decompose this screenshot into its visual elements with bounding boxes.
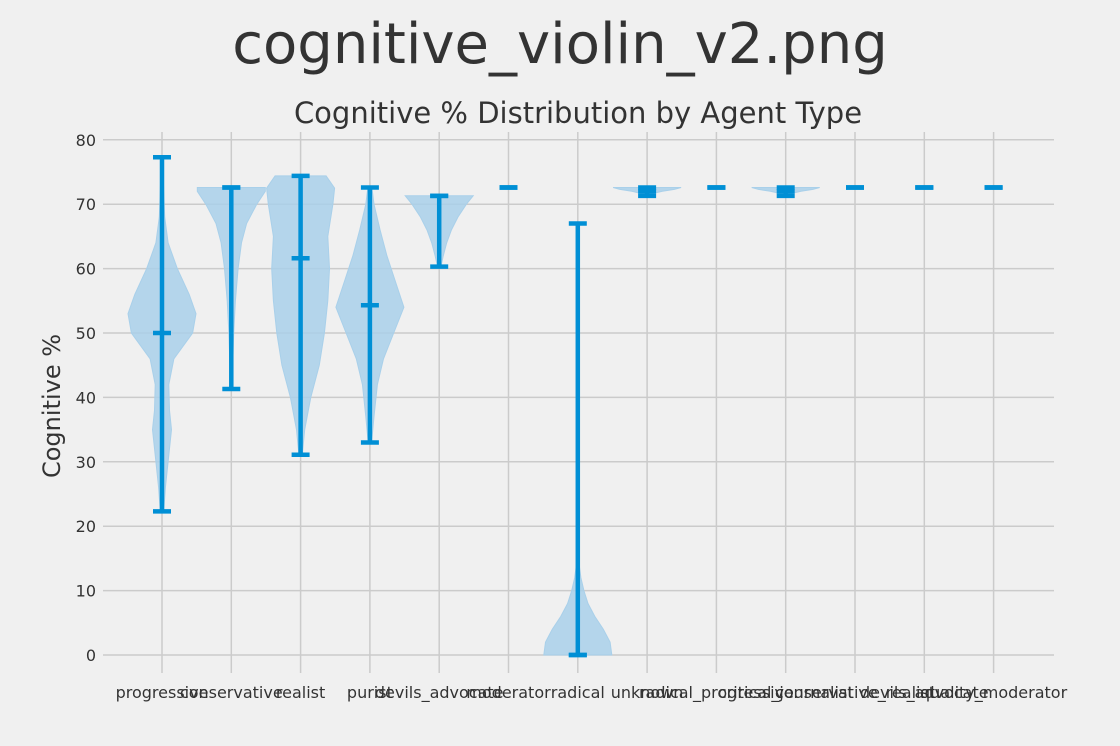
chart-title: Cognitive % Distribution by Agent Type [294, 96, 862, 130]
violin-whiskers [153, 154, 1003, 658]
y-tick-label: 60 [76, 260, 96, 279]
x-tick-label: critical_journalist [718, 683, 854, 703]
y-tick-label: 80 [76, 131, 96, 150]
x-tick-label: radical_progressive [639, 683, 794, 703]
y-tick-label: 20 [76, 517, 96, 536]
y-tick-label: 70 [76, 195, 96, 214]
x-tick-label: quality_moderator [920, 683, 1068, 703]
y-tick-label: 40 [76, 388, 96, 407]
y-tick-label: 10 [76, 582, 96, 601]
y-tick-label: 0 [86, 646, 96, 665]
x-tick-label: realist [276, 683, 325, 702]
figure-title: cognitive_violin_v2.png [232, 12, 888, 77]
x-tick-label: moderator [466, 683, 551, 702]
x-tick-label: conservative [180, 683, 283, 702]
y-tick-label: 30 [76, 453, 96, 472]
y-tick-labels: 0 10 20 30 40 50 60 70 80 [76, 131, 96, 665]
x-tick-label: progressive [116, 683, 209, 702]
y-axis-label: Cognitive % [38, 334, 66, 478]
x-tick-label: radical [551, 683, 605, 702]
x-tick-label: devils_advocate [860, 683, 989, 703]
x-tick-label: unknown [611, 683, 684, 702]
y-tick-label: 50 [76, 324, 96, 343]
x-tick-label: conservative_realist [775, 683, 935, 703]
x-tick-label: devils_advocate [375, 683, 504, 703]
x-tick-label: purist [347, 683, 393, 702]
